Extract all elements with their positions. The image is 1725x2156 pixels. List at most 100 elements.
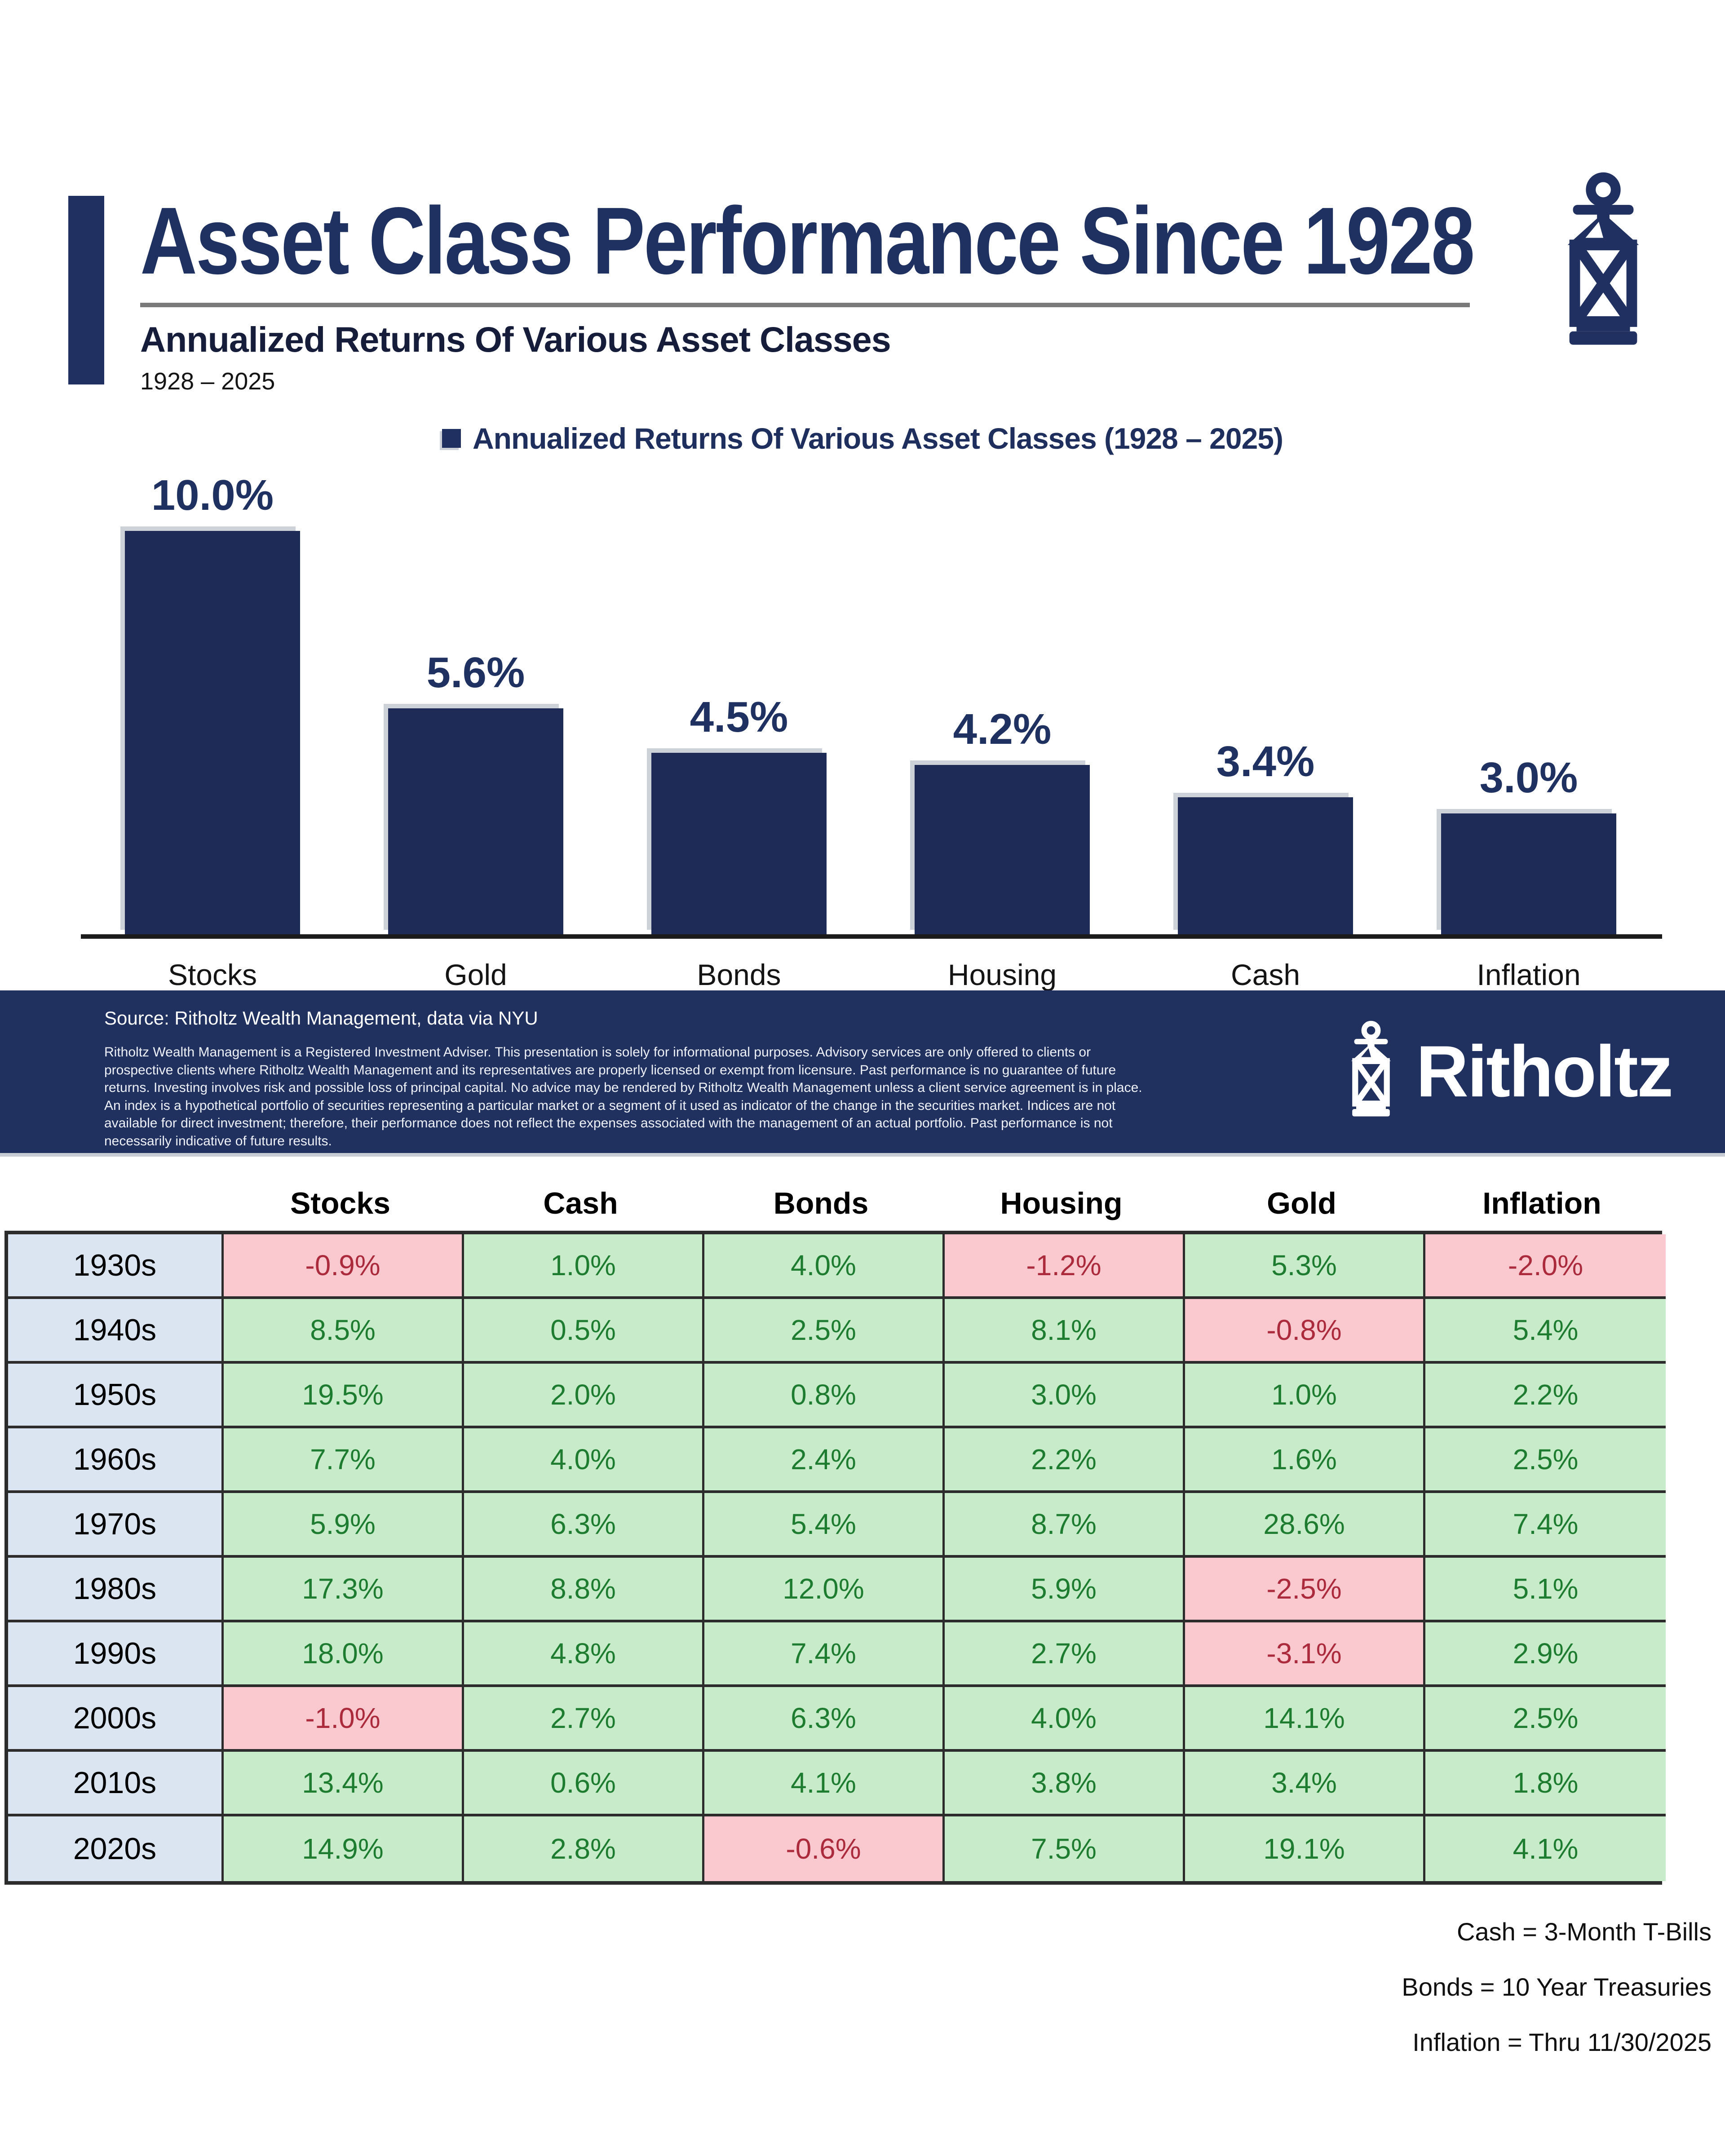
cell-1980s-cash: 8.8% [464, 1558, 704, 1622]
decade-label-1930s: 1930s [8, 1234, 224, 1299]
footnote-bonds: Bonds = 10 Year Treasuries [1402, 1973, 1712, 2001]
brand-name: Ritholtz [1416, 1031, 1673, 1112]
header: Asset Class Performance Since 1928 Annua… [140, 192, 1515, 395]
category-label-inflation: Inflation [1477, 958, 1581, 991]
cell-1930s-gold: 5.3% [1185, 1234, 1425, 1299]
cell-2010s-gold: 3.4% [1185, 1752, 1425, 1816]
cell-2010s-stocks: 13.4% [224, 1752, 464, 1816]
cell-1930s-cash: 1.0% [464, 1234, 704, 1299]
cell-1990s-gold: -3.1% [1185, 1622, 1425, 1687]
cell-1960s-stocks: 7.7% [224, 1428, 464, 1493]
cell-1930s-bonds: 4.0% [704, 1234, 945, 1299]
column-header-cash: Cash [543, 1186, 618, 1220]
cell-1960s-bonds: 2.4% [704, 1428, 945, 1493]
bar-slot-inflation: 3.0% [1397, 753, 1660, 934]
bar-chart-category-labels: Stocks Gold Bonds Housing Cash Inflation [81, 939, 1662, 992]
cell-1960s-housing: 2.2% [945, 1428, 1185, 1493]
bar-slot-stocks: 10.0% [81, 471, 344, 934]
footnote-cash: Cash = 3-Month T-Bills [1457, 1917, 1712, 1946]
ritholtz-logo: Ritholtz [1341, 1015, 1673, 1128]
cell-1950s-cash: 2.0% [464, 1364, 704, 1428]
disclaimer-text: Ritholtz Wealth Management is a Register… [104, 1045, 1142, 1149]
lantern-icon [1567, 172, 1639, 345]
cell-2020s-gold: 19.1% [1185, 1816, 1425, 1881]
bar-housing [915, 765, 1090, 934]
category-label-housing: Housing [947, 958, 1057, 991]
cell-2000s-inflation: 2.5% [1425, 1687, 1666, 1752]
cell-1960s-cash: 4.0% [464, 1428, 704, 1493]
cell-2020s-housing: 7.5% [945, 1816, 1185, 1881]
decade-table-section: Stocks Cash Bonds Housing Gold Inflation 1930… [4, 1186, 1666, 1885]
cell-1950s-gold: 1.0% [1185, 1364, 1425, 1428]
category-label-gold: Gold [444, 958, 507, 991]
cell-1950s-inflation: 2.2% [1425, 1364, 1666, 1428]
cell-1950s-housing: 3.0% [945, 1364, 1185, 1428]
bar-chart: 10.0% 5.6% 4.5% 4.2% 3.4% 3.0% Stocks Gold Bond… [81, 471, 1662, 992]
column-header-bonds: Bonds [773, 1186, 869, 1220]
cell-1990s-cash: 4.8% [464, 1622, 704, 1687]
page-subtitle: Annualized Returns Of Various Asset Clas… [140, 319, 891, 360]
bar-value-label: 3.0% [1479, 754, 1578, 802]
category-label-stocks: Stocks [168, 958, 257, 991]
bar-value-label: 3.4% [1216, 738, 1315, 786]
decade-label-1990s: 1990s [8, 1622, 224, 1687]
cell-2020s-cash: 2.8% [464, 1816, 704, 1881]
category-label-bonds: Bonds [697, 958, 781, 991]
cell-1960s-gold: 1.6% [1185, 1428, 1425, 1493]
legend-label: Annualized Returns Of Various Asset Clas… [473, 422, 1283, 455]
footnotes: Cash = 3-Month T-Bills Bonds = 10 Year T… [1402, 1917, 1712, 2083]
cell-2010s-cash: 0.6% [464, 1752, 704, 1816]
cell-1960s-inflation: 2.5% [1425, 1428, 1666, 1493]
bar-slot-housing: 4.2% [871, 705, 1134, 934]
title-accent-bar [68, 196, 104, 384]
cell-1970s-bonds: 5.4% [704, 1493, 945, 1558]
decade-label-1960s: 1960s [8, 1428, 224, 1493]
cell-2010s-bonds: 4.1% [704, 1752, 945, 1816]
cell-2010s-housing: 3.8% [945, 1752, 1185, 1816]
cell-2000s-gold: 14.1% [1185, 1687, 1425, 1752]
bar-cash [1178, 797, 1353, 934]
column-header-inflation: Inflation [1482, 1186, 1601, 1220]
cell-1940s-bonds: 2.5% [704, 1299, 945, 1364]
cell-2020s-stocks: 14.9% [224, 1816, 464, 1881]
page-title: Asset Class Performance Since 1928 [140, 187, 1475, 294]
date-range: 1928 – 2025 [140, 368, 275, 395]
cell-1990s-housing: 2.7% [945, 1622, 1185, 1687]
disclaimer-band: Source: Ritholtz Wealth Management, data… [0, 990, 1725, 1157]
bar-value-label: 4.2% [953, 705, 1052, 753]
cell-1940s-housing: 8.1% [945, 1299, 1185, 1364]
bar-value-label: 10.0% [151, 471, 274, 519]
cell-1940s-inflation: 5.4% [1425, 1299, 1666, 1364]
cell-1940s-stocks: 8.5% [224, 1299, 464, 1364]
title-divider [140, 303, 1470, 308]
decade-label-1980s: 1980s [8, 1558, 224, 1622]
source-line: Source: Ritholtz Wealth Management, data… [104, 1007, 538, 1029]
decade-table: 1930s -0.9% 1.0% 4.0% -1.2% 5.3% -2.0% 1940s 8.5… [4, 1231, 1666, 1885]
cell-1980s-gold: -2.5% [1185, 1558, 1425, 1622]
cell-2000s-cash: 2.7% [464, 1687, 704, 1752]
decade-label-2000s: 2000s [8, 1687, 224, 1752]
cell-1950s-stocks: 19.5% [224, 1364, 464, 1428]
cell-1970s-housing: 8.7% [945, 1493, 1185, 1558]
cell-1930s-housing: -1.2% [945, 1234, 1185, 1299]
table-header-spacer [4, 1186, 220, 1221]
cell-1930s-inflation: -2.0% [1425, 1234, 1666, 1299]
cell-1940s-gold: -0.8% [1185, 1299, 1425, 1364]
cell-1980s-stocks: 17.3% [224, 1558, 464, 1622]
cell-1970s-inflation: 7.4% [1425, 1493, 1666, 1558]
cell-1940s-cash: 0.5% [464, 1299, 704, 1364]
cell-1990s-inflation: 2.9% [1425, 1622, 1666, 1687]
cell-1980s-inflation: 5.1% [1425, 1558, 1666, 1622]
bar-value-label: 5.6% [426, 649, 525, 697]
cell-2000s-stocks: -1.0% [224, 1687, 464, 1752]
bar-slot-cash: 3.4% [1134, 737, 1397, 934]
bar-bonds [651, 753, 827, 934]
cell-1990s-bonds: 7.4% [704, 1622, 945, 1687]
footnote-inflation: Inflation = Thru 11/30/2025 [1412, 2028, 1712, 2056]
cell-2000s-bonds: 6.3% [704, 1687, 945, 1752]
legend-swatch-icon [442, 429, 461, 448]
bar-chart-plot: 10.0% 5.6% 4.5% 4.2% 3.4% 3.0% [81, 471, 1662, 939]
cell-2010s-inflation: 1.8% [1425, 1752, 1666, 1816]
bar-value-label: 4.5% [690, 693, 788, 741]
